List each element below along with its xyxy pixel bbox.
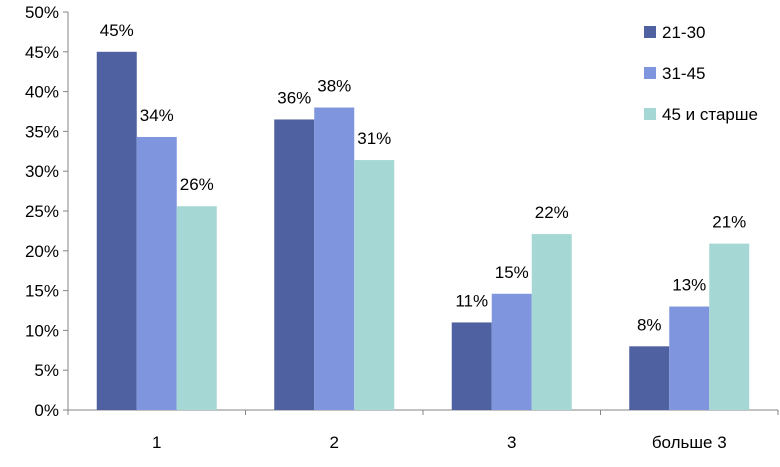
y-tick-label: 0% <box>34 401 59 420</box>
legend-label: 21-30 <box>662 23 705 42</box>
bar-1-3 <box>451 322 492 410</box>
x-axis: 1 2 3 больше 3 <box>67 409 779 452</box>
y-tick-label: 45% <box>25 43 59 62</box>
y-tick-label: 40% <box>25 83 59 102</box>
bar-1-2 <box>274 119 315 411</box>
x-tick-label: 1 <box>152 433 161 452</box>
bars <box>96 51 750 411</box>
bar-2-1 <box>136 136 177 411</box>
y-tick-label: 50% <box>25 3 59 22</box>
data-label: 11% <box>455 291 488 310</box>
legend: 21-30 31-45 45 и старше <box>644 23 758 124</box>
x-tick-label: 2 <box>330 433 339 452</box>
data-label: 13% <box>672 276 706 295</box>
data-label: 34% <box>140 106 174 125</box>
bar-3-3 <box>531 234 572 410</box>
legend-swatch <box>644 67 656 79</box>
y-tick-label: 25% <box>25 202 59 221</box>
data-label: 15% <box>495 263 529 282</box>
legend-label: 45 и старше <box>662 105 758 124</box>
data-label: 31% <box>357 129 391 148</box>
y-tick-label: 15% <box>25 282 59 301</box>
bar-1-4 <box>629 346 670 410</box>
data-label: 26% <box>180 175 214 194</box>
data-label: 36% <box>277 88 311 107</box>
data-label: 21% <box>712 213 746 232</box>
legend-swatch <box>644 108 656 120</box>
x-tick-label: больше 3 <box>652 433 727 452</box>
bar-3-4 <box>709 243 750 410</box>
bar-3-1 <box>176 206 217 410</box>
x-tick-label: 3 <box>507 433 516 452</box>
y-tick-label: 10% <box>25 321 59 340</box>
bar-3-2 <box>354 160 395 410</box>
data-label: 45% <box>100 21 134 40</box>
data-labels: 45% 36% 11% 8% 34% 38% 15% 13% 26% 31% 22% 21% <box>100 21 747 335</box>
bar-1-1 <box>96 51 137 411</box>
y-tick-label: 20% <box>25 242 59 261</box>
legend-label: 31-45 <box>662 64 705 83</box>
y-tick-label: 30% <box>25 162 59 181</box>
y-tick-label: 5% <box>34 361 59 380</box>
y-axis: 0% 5% 10% 15% 20% 25% 30% 35% 40% 45% 50% <box>25 3 69 420</box>
bar-2-2 <box>314 107 355 411</box>
bar-2-4 <box>669 306 710 410</box>
bar-2-3 <box>491 293 532 410</box>
y-tick-label: 35% <box>25 122 59 141</box>
legend-swatch <box>644 26 656 38</box>
data-label: 22% <box>535 203 569 222</box>
data-label: 8% <box>637 315 662 334</box>
data-label: 38% <box>317 77 351 96</box>
